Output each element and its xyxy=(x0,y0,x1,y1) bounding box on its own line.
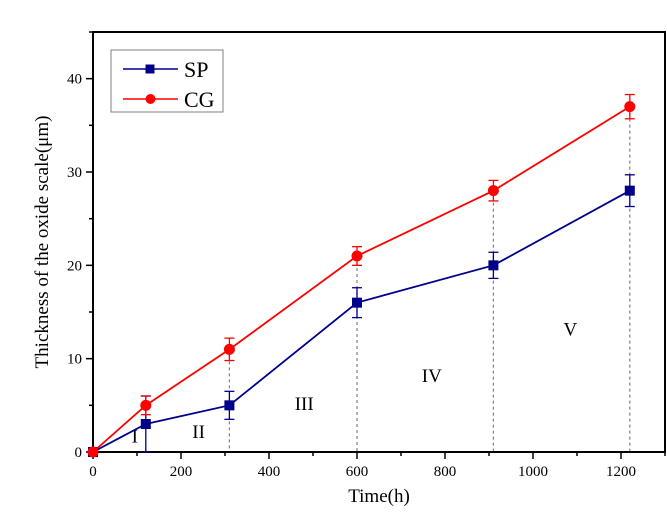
series-group xyxy=(87,93,636,458)
plot-frame xyxy=(92,31,666,453)
x-tick-label: 1200 xyxy=(606,464,636,480)
legend-label-cg: CG xyxy=(184,87,215,112)
y-tick-label: 40 xyxy=(67,72,82,88)
region-label: I xyxy=(132,427,138,448)
y-tick-label: 0 xyxy=(75,445,83,461)
data-point xyxy=(223,343,235,355)
series-sp xyxy=(88,174,635,457)
legend-label-sp: SP xyxy=(184,57,208,82)
series-cg xyxy=(87,93,636,458)
series-line xyxy=(92,189,631,453)
y-axis-ticks: 0 10 20 30 40 xyxy=(67,31,93,461)
x-tick-label: 400 xyxy=(258,464,281,480)
data-point xyxy=(352,297,362,308)
y-axis-title: Thickness of the oxide scale(μm) xyxy=(32,116,53,369)
region-label: V xyxy=(564,319,578,340)
region-label: II xyxy=(192,422,205,443)
y-tick-label: 20 xyxy=(67,258,82,274)
data-point xyxy=(140,419,151,429)
x-tick-label: 200 xyxy=(170,464,193,480)
legend-marker-sp xyxy=(145,64,155,74)
legend: SP CG xyxy=(110,49,224,113)
y-tick-label: 30 xyxy=(67,165,82,181)
x-tick-label: 600 xyxy=(346,464,369,480)
legend-box xyxy=(110,49,224,113)
legend-marker-cg xyxy=(145,94,156,104)
x-axis-title: Time(h) xyxy=(348,486,410,507)
data-point xyxy=(487,185,499,197)
data-point xyxy=(624,101,636,113)
region-label: III xyxy=(295,394,314,415)
data-point xyxy=(140,399,152,411)
data-point xyxy=(87,446,99,458)
reference-lines xyxy=(228,106,631,452)
data-point xyxy=(351,250,363,262)
x-tick-label: 0 xyxy=(89,464,97,480)
x-axis-ticks: 0 200 400 600 800 1000 1200 xyxy=(89,452,666,480)
data-point xyxy=(224,400,235,411)
region-label: IV xyxy=(422,366,442,387)
series-line xyxy=(92,105,631,453)
data-point xyxy=(624,185,635,196)
y-tick-label: 10 xyxy=(67,352,82,368)
x-tick-label: 1000 xyxy=(518,464,548,480)
data-point xyxy=(488,260,499,271)
x-tick-label: 800 xyxy=(434,464,457,480)
